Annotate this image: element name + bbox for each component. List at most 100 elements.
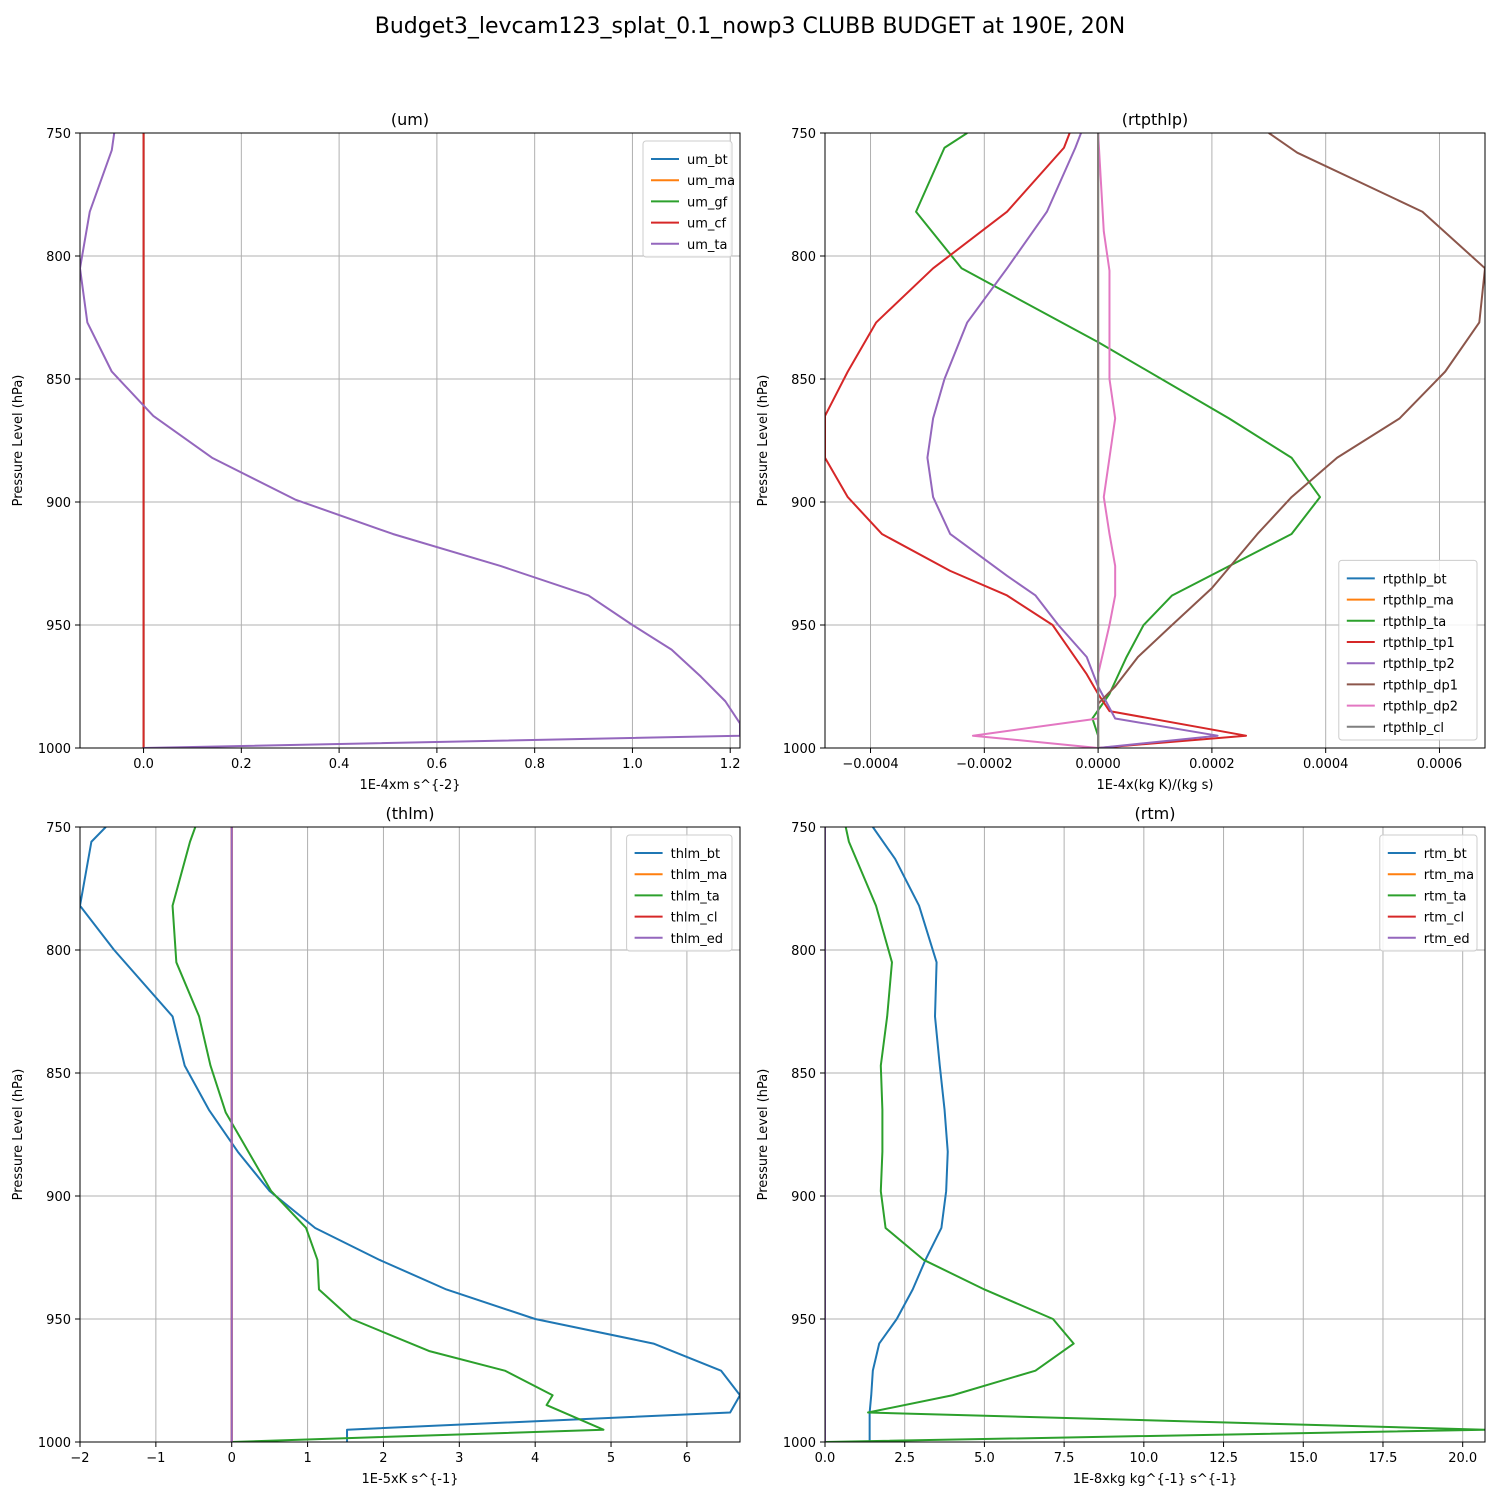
legend-label: thlm_ed	[671, 932, 723, 947]
y-tick-label: 800	[46, 250, 71, 265]
x-tick-label: 0.0	[815, 1451, 836, 1466]
x-tick-label: 0.0	[133, 757, 154, 772]
x-tick-label: 0.2	[231, 757, 252, 772]
x-tick-label: 3	[455, 1451, 463, 1466]
y-tick-label: 800	[791, 944, 816, 959]
subplot-rtm: 0.0 2.5 5.0 7.5 10.0 12.5 15.0 17.5 20.0 750 800 85…	[756, 804, 1486, 1487]
y-tick-label: 800	[46, 944, 71, 959]
series-line-rtpthlp_dp2	[971, 133, 1117, 748]
x-tick-label: 5	[607, 1451, 615, 1466]
x-tick-label: 0.0004	[1303, 757, 1349, 772]
legend-box	[1338, 559, 1478, 741]
legend-label: rtm_ta	[1424, 889, 1467, 904]
subplot-um: 0.0 0.2 0.4 0.6 0.8 1.0 1.2 750 800 850 900 950 1000…	[11, 110, 741, 793]
x-tick-label: 2.5	[894, 1451, 915, 1466]
x-tick-label: 0.8	[524, 757, 545, 772]
x-axis-label: 1E-8xkg kg^{-1} s^{-1}	[1073, 1472, 1238, 1487]
legend-label: rtm_bt	[1424, 847, 1467, 862]
x-axis-label: 1E-4xm s^{-2}	[359, 778, 460, 793]
series-line-um_ta	[80, 133, 740, 748]
x-tick-label: 0.0000	[1075, 757, 1121, 772]
legend-label: rtm_ed	[1424, 932, 1470, 947]
x-tick-label: 2	[379, 1451, 387, 1466]
legend-label: rtpthlp_dp2	[1383, 700, 1458, 715]
legend-label: rtpthlp_dp1	[1383, 678, 1458, 693]
series-group	[80, 133, 740, 748]
y-tick-label: 750	[46, 127, 71, 142]
x-axis-label: 1E-5xK s^{-1}	[362, 1472, 459, 1487]
y-axis-label: Pressure Level (hPa)	[756, 1069, 771, 1201]
series-line-rtpthlp_dp1	[1097, 133, 1485, 748]
y-tick-label: 950	[46, 619, 71, 634]
series-line-rtpthlp_tp2	[926, 133, 1219, 748]
legend-box	[1379, 834, 1478, 952]
legend-label: um_gf	[687, 195, 728, 210]
legend-label: rtm_cl	[1424, 911, 1464, 926]
subplot-rtpthlp: −0.0004 −0.0002 0.0000 0.0002 0.0004 0.0006 75…	[756, 110, 1486, 793]
y-tick-label: 750	[791, 127, 816, 142]
y-tick-label: 850	[46, 373, 71, 388]
y-tick-label: 850	[791, 373, 816, 388]
series-line-thlm_bt	[80, 827, 740, 1442]
series-line-rtm_ta	[825, 827, 1485, 1442]
series-group	[80, 827, 740, 1442]
x-tick-label: −0.0004	[842, 757, 898, 772]
y-tick-label: 1000	[38, 742, 71, 757]
y-axis-label: Pressure Level (hPa)	[11, 375, 26, 507]
x-tick-label: 1.2	[720, 757, 741, 772]
subplot-title: (um)	[391, 110, 429, 129]
series-line-thlm_ta	[171, 827, 605, 1442]
y-tick-label: 850	[791, 1067, 816, 1082]
y-tick-label: 1000	[38, 1436, 71, 1451]
axes-frame	[79, 826, 741, 1443]
x-tick-label: 10.0	[1129, 1451, 1158, 1466]
legend-label: thlm_ma	[671, 868, 728, 883]
x-tick-label: −0.0002	[956, 757, 1012, 772]
x-tick-label: 0.4	[329, 757, 350, 772]
legend-label: rtpthlp_ta	[1383, 615, 1446, 630]
subplot-title: (rtm)	[1135, 804, 1176, 823]
legend-label: rtpthlp_cl	[1383, 721, 1444, 736]
legend-label: um_cf	[687, 217, 727, 232]
legend-label: um_bt	[687, 153, 728, 168]
legend-box	[626, 834, 733, 952]
subplot-title: (rtpthlp)	[1122, 110, 1189, 129]
x-tick-label: 7.5	[1054, 1451, 1075, 1466]
x-tick-label: −1	[146, 1451, 165, 1466]
legend-label: thlm_ta	[671, 889, 720, 904]
y-tick-label: 950	[791, 1313, 816, 1328]
y-tick-label: 750	[791, 821, 816, 836]
y-tick-label: 900	[791, 1190, 816, 1205]
legend: rtpthlp_bt rtpthlp_ma rtpthlp_ta rtpthlp_tp…	[1338, 559, 1478, 741]
axes-frame	[79, 132, 741, 749]
legend-label: um_ta	[687, 238, 727, 253]
y-tick-label: 900	[46, 496, 71, 511]
x-tick-label: 4	[531, 1451, 539, 1466]
legend-box	[642, 140, 733, 258]
legend: rtm_bt rtm_ma rtm_ta rtm_cl rtm_ed	[1379, 834, 1478, 952]
y-tick-label: 900	[791, 496, 816, 511]
x-tick-label: 0.0006	[1417, 757, 1463, 772]
x-tick-label: 20.0	[1448, 1451, 1477, 1466]
y-tick-label: 950	[46, 1313, 71, 1328]
axes-frame	[824, 132, 1486, 749]
series-line-rtm_bt	[868, 827, 949, 1442]
y-tick-label: 1000	[783, 1436, 816, 1451]
legend-label: um_ma	[687, 174, 735, 189]
x-tick-label: −2	[70, 1451, 89, 1466]
x-tick-label: 0.0002	[1189, 757, 1235, 772]
x-tick-label: 1	[303, 1451, 311, 1466]
y-tick-label: 1000	[783, 742, 816, 757]
x-tick-label: 6	[683, 1451, 691, 1466]
x-tick-label: 12.5	[1209, 1451, 1238, 1466]
legend: thlm_bt thlm_ma thlm_ta thlm_cl thlm_ed	[626, 834, 733, 952]
legend: um_bt um_ma um_gf um_cf um_ta	[642, 140, 735, 258]
x-tick-label: 5.0	[974, 1451, 995, 1466]
y-tick-label: 800	[791, 250, 816, 265]
legend-label: thlm_cl	[671, 911, 718, 926]
legend-label: rtpthlp_tp1	[1383, 636, 1455, 651]
series-group	[825, 133, 1485, 748]
series-line-rtpthlp_tp1	[825, 133, 1248, 748]
x-tick-label: 15.0	[1289, 1451, 1318, 1466]
